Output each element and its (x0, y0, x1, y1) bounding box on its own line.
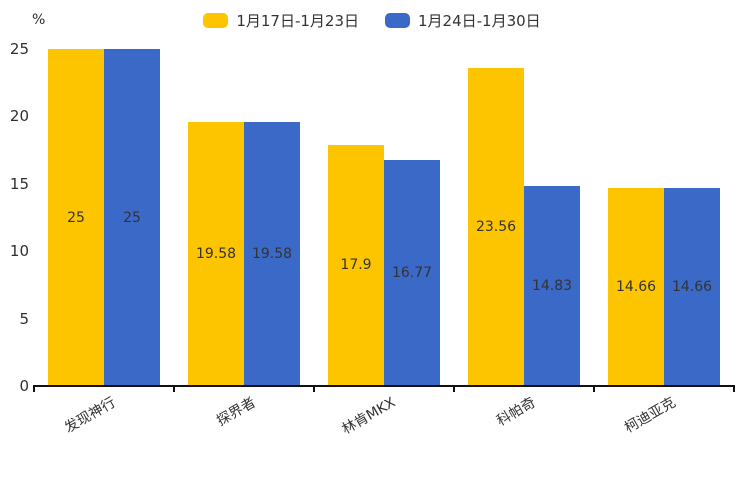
legend-item-series-1[interactable]: 1月17日-1月23日 (203, 10, 359, 31)
bar-value-label: 14.83 (531, 278, 573, 295)
legend-swatch-icon (203, 12, 229, 28)
y-tick-label: 25 (9, 40, 29, 58)
legend-label: 1月17日-1月23日 (236, 11, 359, 30)
x-category-label: 林肯MKX (339, 394, 399, 438)
bar-value-label: 19.58 (195, 246, 237, 263)
bar-series-1-探界者[interactable]: 19.58 (188, 122, 244, 386)
x-category-label: 科帕奇 (494, 394, 539, 430)
x-axis-line (33, 385, 735, 387)
bar-value-label: 14.66 (671, 279, 713, 296)
x-category-label: 发现神行 (62, 394, 119, 437)
bar-series-2-探界者[interactable]: 19.58 (244, 122, 300, 386)
legend-swatch-icon (385, 12, 410, 28)
bar-value-label: 23.56 (475, 219, 517, 236)
bar-value-label: 14.66 (615, 279, 657, 296)
legend-item-series-2[interactable]: 1月24日-1月30日 (385, 10, 541, 31)
legend-label: 1月24日-1月30日 (418, 11, 541, 30)
x-axis-tick-mark (733, 387, 735, 392)
y-tick-label: 15 (9, 174, 29, 193)
bar-value-label: 25 (123, 209, 141, 226)
bar-series-2-林肯MKX[interactable]: 16.77 (384, 159, 440, 386)
bar-series-1-发现神行[interactable]: 25 (48, 49, 104, 386)
bar-value-label: 16.77 (391, 264, 433, 281)
y-tick-label: 0 (19, 377, 29, 395)
legend: 1月17日-1月23日 1月24日-1月30日 (0, 8, 744, 32)
bar-series-2-柯迪亚克[interactable]: 14.66 (664, 188, 720, 386)
y-axis-tick-labels: 0 5 10 15 20 25 (0, 0, 29, 496)
bar-series-1-林肯MKX[interactable]: 17.9 (328, 144, 384, 386)
x-axis-tick-mark (593, 387, 595, 392)
x-axis-tick-mark (173, 387, 175, 392)
x-category-label: 探界者 (214, 394, 259, 430)
y-tick-label: 20 (9, 107, 29, 126)
bar-series-1-科帕奇[interactable]: 23.56 (468, 68, 524, 386)
bar-value-label: 25 (67, 209, 85, 226)
bar-series-2-发现神行[interactable]: 25 (104, 49, 160, 386)
x-category-label: 柯迪亚克 (622, 394, 679, 437)
bar-series-1-柯迪亚克[interactable]: 14.66 (608, 188, 664, 386)
bar-value-label: 17.9 (340, 257, 372, 274)
y-tick-label: 5 (19, 309, 29, 328)
bar-value-label: 19.58 (251, 246, 293, 263)
y-tick-label: 10 (9, 242, 29, 261)
bar-series-2-科帕奇[interactable]: 14.83 (524, 186, 580, 386)
x-axis-tick-mark (313, 387, 315, 392)
x-axis-tick-mark (453, 387, 455, 392)
y-axis-unit-label: % (32, 12, 46, 28)
x-axis-tick-mark (33, 387, 35, 392)
